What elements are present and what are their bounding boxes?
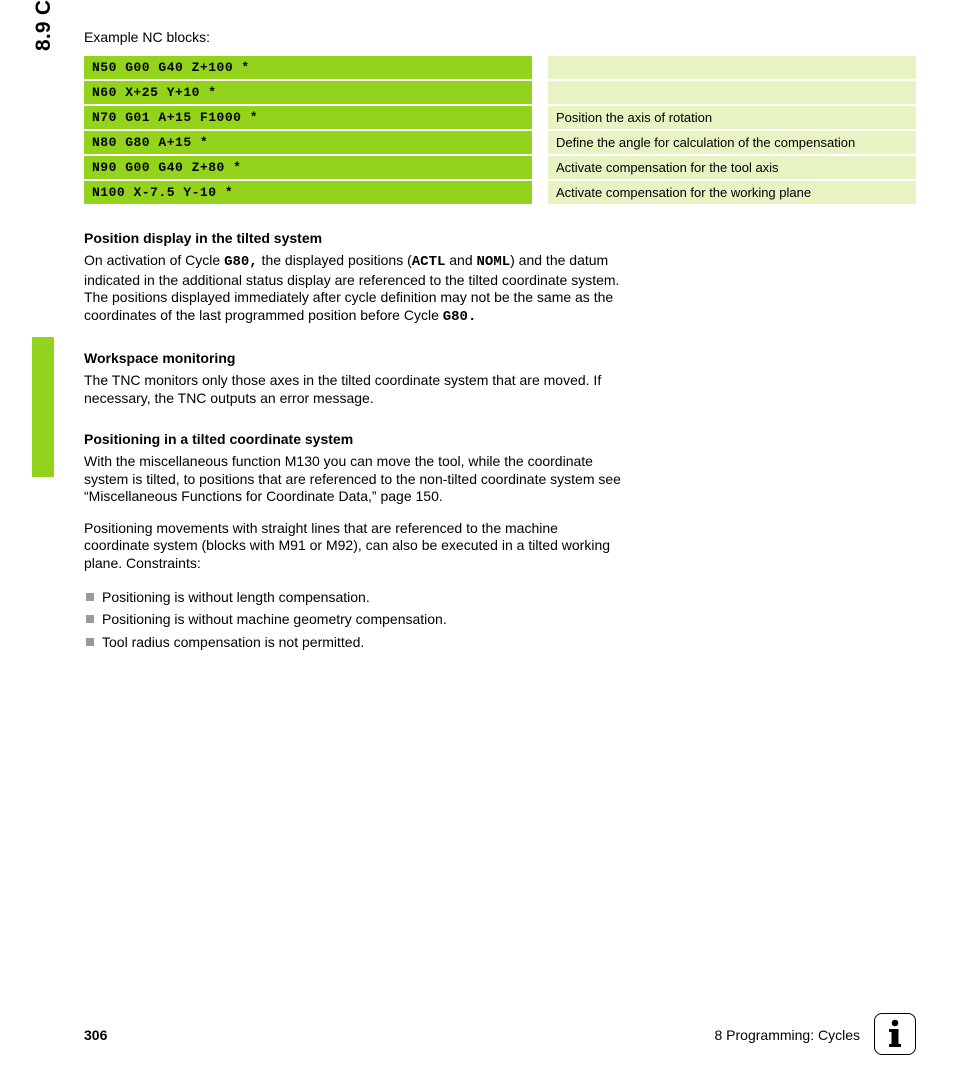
nc-code-cell: N50 G00 G40 Z+100 * xyxy=(84,56,532,79)
section-paragraph: Positioning movements with straight line… xyxy=(84,520,624,573)
nc-desc-cell: Activate compensation for the working pl… xyxy=(548,181,916,204)
table-row: N90 G00 G40 Z+80 * Activate compensation… xyxy=(84,156,916,179)
nc-gap xyxy=(532,106,548,129)
text-run: On activation of Cycle xyxy=(84,252,224,268)
table-row: N100 X-7.5 Y-10 * Activate compensation … xyxy=(84,181,916,204)
section-heading: Position display in the tilted system xyxy=(84,230,916,246)
section-heading: Positioning in a tilted coordinate syste… xyxy=(84,431,916,447)
nc-code-cell: N90 G00 G40 Z+80 * xyxy=(84,156,532,179)
example-intro: Example NC blocks: xyxy=(84,29,916,45)
table-row: N60 X+25 Y+10 * xyxy=(84,81,916,104)
section-positioning: Positioning in a tilted coordinate syste… xyxy=(84,431,916,653)
table-row: N80 G80 A+15 * Define the angle for calc… xyxy=(84,131,916,154)
nc-gap xyxy=(532,81,548,104)
list-item: Positioning is without machine geometry … xyxy=(86,608,624,630)
page-content: Example NC blocks: N50 G00 G40 Z+100 * N… xyxy=(84,29,916,653)
nc-desc-cell: Define the angle for calculation of the … xyxy=(548,131,916,154)
nc-code-cell: N70 G01 A+15 F1000 * xyxy=(84,106,532,129)
nc-gap xyxy=(532,181,548,204)
nc-gap xyxy=(532,131,548,154)
section-position-display: Position display in the tilted system On… xyxy=(84,230,916,326)
nc-code-cell: N80 G80 A+15 * xyxy=(84,131,532,154)
page-footer: 306 8 Programming: Cycles xyxy=(84,1015,916,1055)
table-row: N50 G00 G40 Z+100 * xyxy=(84,56,916,79)
list-item: Tool radius compensation is not permitte… xyxy=(86,631,624,653)
nc-desc-cell xyxy=(548,56,916,79)
section-paragraph: On activation of Cycle G80, the displaye… xyxy=(84,252,624,326)
nc-gap xyxy=(532,56,548,79)
nc-desc-cell xyxy=(548,81,916,104)
section-paragraph: The TNC monitors only those axes in the … xyxy=(84,372,624,407)
section-paragraph: With the miscellaneous function M130 you… xyxy=(84,453,624,506)
code-inline: G80. xyxy=(443,309,477,325)
list-item: Positioning is without length compensati… xyxy=(86,586,624,608)
section-heading: Workspace monitoring xyxy=(84,350,916,366)
code-inline: G80, xyxy=(224,254,258,270)
nc-desc-cell: Activate compensation for the tool axis xyxy=(548,156,916,179)
side-accent-tab xyxy=(32,337,54,477)
chapter-label: 8 Programming: Cycles xyxy=(715,1027,861,1043)
nc-gap xyxy=(532,156,548,179)
page-number: 306 xyxy=(84,1027,107,1043)
nc-code-cell: N100 X-7.5 Y-10 * xyxy=(84,181,532,204)
section-workspace: Workspace monitoring The TNC monitors on… xyxy=(84,350,916,407)
text-run: the displayed positions ( xyxy=(258,252,412,268)
nc-block-table: N50 G00 G40 Z+100 * N60 X+25 Y+10 * N70 … xyxy=(84,54,916,206)
constraint-list: Positioning is without length compensati… xyxy=(84,586,624,653)
text-run: and xyxy=(445,252,476,268)
info-icon xyxy=(874,1013,916,1055)
code-inline: NOML xyxy=(477,254,511,270)
table-row: N70 G01 A+15 F1000 * Position the axis o… xyxy=(84,106,916,129)
code-inline: ACTL xyxy=(412,254,446,270)
nc-code-cell: N60 X+25 Y+10 * xyxy=(84,81,532,104)
nc-desc-cell: Position the axis of rotation xyxy=(548,106,916,129)
